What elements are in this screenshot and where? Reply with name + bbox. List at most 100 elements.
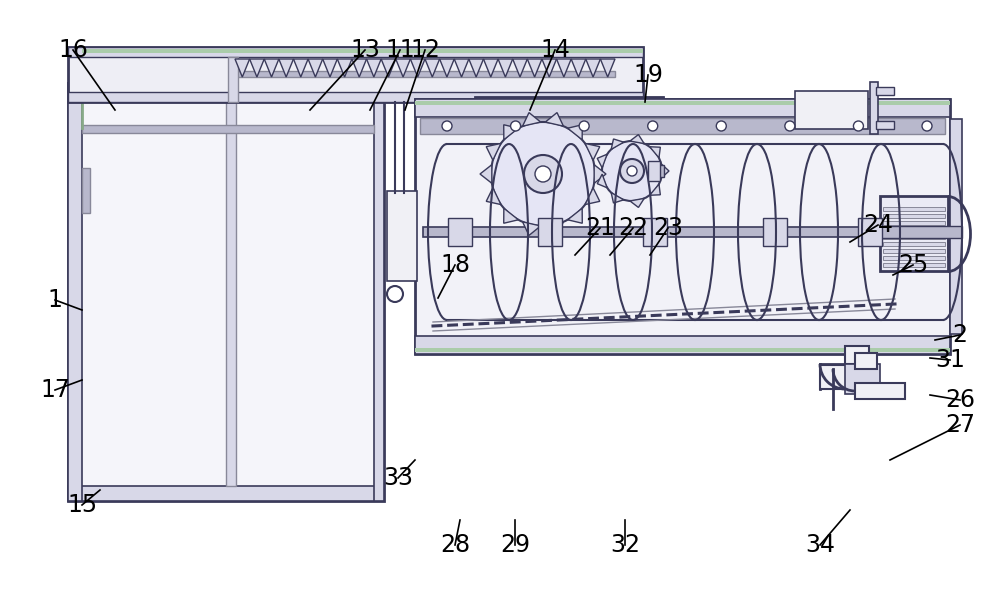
Bar — [415, 348, 950, 352]
Text: 34: 34 — [805, 533, 835, 557]
Text: 21: 21 — [585, 216, 615, 240]
Polygon shape — [396, 59, 410, 77]
Polygon shape — [337, 59, 352, 77]
Circle shape — [602, 141, 662, 201]
Text: 32: 32 — [610, 533, 640, 557]
Polygon shape — [440, 59, 454, 77]
Polygon shape — [352, 59, 367, 77]
Polygon shape — [410, 59, 425, 77]
Bar — [883, 263, 945, 267]
Polygon shape — [367, 59, 381, 77]
Text: 22: 22 — [618, 216, 648, 240]
Bar — [235, 71, 615, 77]
Text: 28: 28 — [440, 533, 470, 557]
Polygon shape — [650, 147, 660, 158]
Circle shape — [648, 121, 658, 131]
Bar — [883, 207, 945, 211]
Bar — [880, 196, 948, 271]
Text: 23: 23 — [653, 216, 683, 240]
Bar — [82, 168, 90, 213]
Bar — [845, 364, 880, 394]
Bar — [858, 218, 882, 246]
Text: 26: 26 — [945, 388, 975, 412]
Bar — [763, 218, 787, 246]
Circle shape — [511, 121, 521, 131]
Text: 14: 14 — [540, 38, 570, 62]
Bar — [226, 98, 236, 486]
Bar — [883, 228, 945, 232]
Circle shape — [716, 121, 726, 131]
Circle shape — [922, 121, 932, 131]
Polygon shape — [600, 59, 615, 77]
Bar — [870, 82, 878, 134]
Bar — [68, 486, 384, 501]
Polygon shape — [308, 59, 323, 77]
Circle shape — [579, 121, 589, 131]
Polygon shape — [661, 164, 669, 178]
Polygon shape — [597, 154, 607, 168]
Bar — [795, 91, 868, 129]
Bar — [880, 226, 962, 238]
Polygon shape — [630, 198, 644, 207]
Polygon shape — [483, 59, 498, 77]
Polygon shape — [545, 112, 563, 126]
Polygon shape — [486, 188, 501, 204]
Text: 15: 15 — [67, 493, 97, 517]
Bar — [415, 99, 950, 354]
Bar — [415, 99, 950, 117]
Polygon shape — [504, 125, 518, 140]
Polygon shape — [425, 59, 440, 77]
Polygon shape — [504, 209, 518, 223]
Polygon shape — [498, 59, 513, 77]
Bar — [855, 383, 905, 399]
Polygon shape — [557, 59, 571, 77]
Circle shape — [627, 166, 637, 176]
Polygon shape — [513, 59, 527, 77]
Polygon shape — [323, 59, 337, 77]
Bar — [948, 211, 949, 256]
Circle shape — [491, 122, 595, 226]
Bar — [883, 256, 945, 260]
Text: 17: 17 — [40, 378, 70, 402]
Polygon shape — [486, 144, 501, 160]
Polygon shape — [611, 139, 624, 150]
Bar — [68, 92, 643, 102]
Polygon shape — [611, 193, 624, 203]
Polygon shape — [250, 59, 264, 77]
Bar — [415, 101, 950, 105]
Circle shape — [853, 121, 863, 131]
Text: 29: 29 — [500, 533, 530, 557]
Bar — [387, 191, 417, 281]
Polygon shape — [235, 59, 250, 77]
Bar — [883, 214, 945, 218]
Bar — [82, 49, 643, 53]
Bar — [876, 121, 894, 129]
Circle shape — [524, 155, 562, 193]
Circle shape — [620, 159, 644, 183]
Polygon shape — [527, 59, 542, 77]
Polygon shape — [571, 59, 586, 77]
Bar — [648, 161, 660, 181]
Polygon shape — [594, 165, 606, 183]
Polygon shape — [650, 184, 660, 196]
Bar — [883, 249, 945, 253]
Text: 2: 2 — [952, 323, 967, 347]
Polygon shape — [279, 59, 293, 77]
Text: 25: 25 — [898, 253, 928, 277]
Polygon shape — [568, 209, 582, 223]
Bar — [423, 227, 942, 237]
Polygon shape — [293, 59, 308, 77]
Text: 18: 18 — [440, 253, 470, 277]
Bar — [950, 119, 962, 334]
Polygon shape — [630, 134, 644, 144]
Text: 33: 33 — [383, 466, 413, 490]
Text: 11: 11 — [385, 38, 415, 62]
Polygon shape — [523, 222, 541, 236]
Polygon shape — [585, 188, 600, 204]
Bar — [475, 97, 663, 105]
Bar — [374, 83, 384, 501]
Polygon shape — [381, 59, 396, 77]
Polygon shape — [586, 59, 600, 77]
Circle shape — [785, 121, 795, 131]
Bar — [538, 218, 562, 246]
